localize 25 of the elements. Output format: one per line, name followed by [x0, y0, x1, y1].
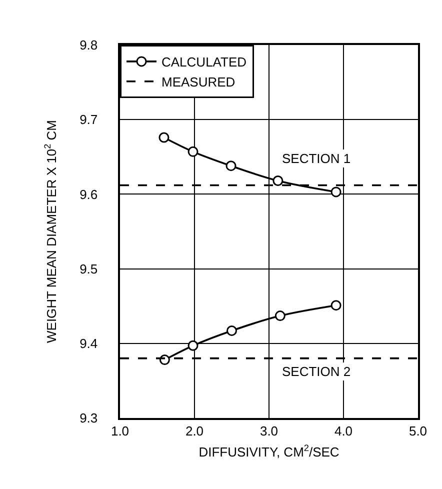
y-tick-label: 9.4 — [80, 336, 98, 351]
x-tick-label: 1.0 — [110, 423, 130, 438]
y-tick-label: 9.5 — [80, 261, 98, 276]
point — [272, 176, 284, 186]
x-axis-title: DIFFUSIVITY, CM$^{2}$/SEC — [198, 442, 340, 460]
x-tick-label: 4.0 — [334, 423, 353, 438]
legend-label: CALCULATED — [162, 54, 247, 70]
point — [330, 186, 342, 198]
point — [188, 340, 198, 351]
legend-label: MEASURED — [162, 74, 236, 90]
annotation: SECTION 2 — [282, 364, 351, 379]
point — [226, 325, 237, 336]
point — [274, 310, 286, 322]
x-tick-label: 2.0 — [185, 423, 204, 438]
x-tick-label: 3.0 — [260, 423, 278, 438]
y-tick-label: 9.3 — [80, 410, 98, 426]
y-tick-label: 9.6 — [80, 186, 98, 202]
point — [188, 146, 198, 157]
point — [330, 300, 342, 311]
y-tick-label: 9.8 — [80, 38, 98, 53]
point — [226, 160, 236, 172]
annotation: SECTION 1 — [282, 151, 351, 166]
x-tick-label: 5.0 — [408, 423, 428, 438]
y-tick-label: 9.7 — [80, 112, 98, 128]
point — [158, 132, 170, 143]
